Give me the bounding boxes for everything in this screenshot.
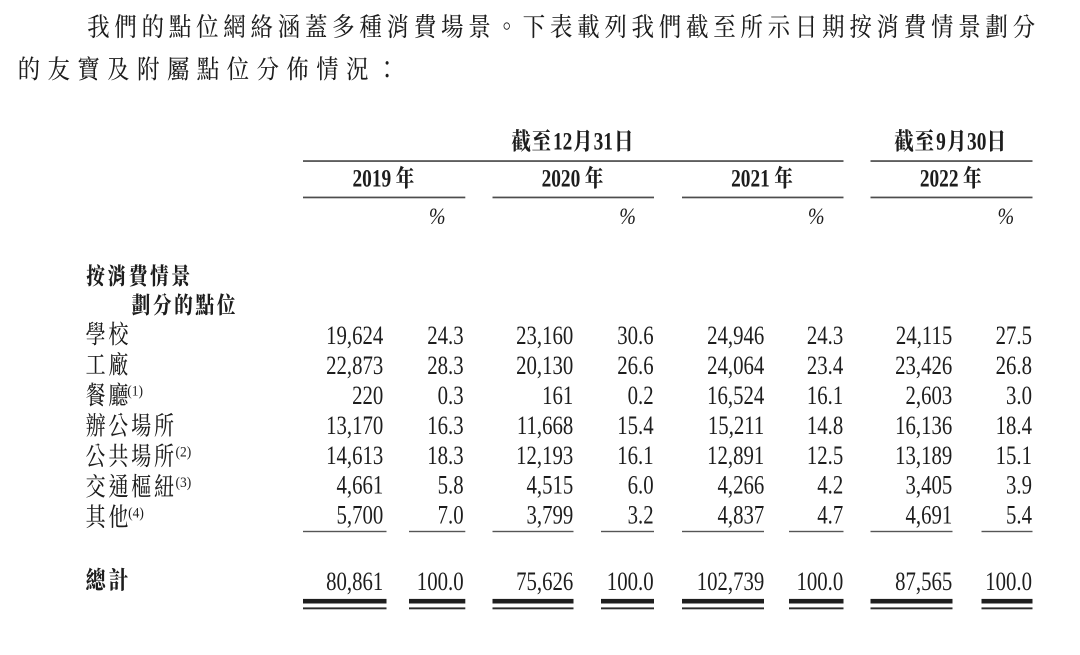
svg-text:14.8: 14.8 [807,412,843,441]
svg-text:4,515: 4,515 [526,472,573,501]
svg-text:100.0: 100.0 [796,568,843,597]
svg-text:18.4: 18.4 [996,412,1033,441]
svg-text:161: 161 [542,382,573,411]
svg-text:2019: 2019 [352,164,391,192]
svg-text:16,136: 16,136 [895,412,952,441]
svg-text:23,426: 23,426 [895,352,952,381]
svg-text:27.5: 27.5 [996,322,1032,351]
svg-text:0.2: 0.2 [628,382,654,411]
svg-text:19,624: 19,624 [326,322,383,351]
svg-text:13,189: 13,189 [895,442,952,471]
svg-text:102,739: 102,739 [697,568,765,597]
svg-text:3,405: 3,405 [906,472,953,501]
svg-text:2020: 2020 [542,164,581,192]
svg-text:4.2: 4.2 [817,472,843,501]
svg-text:12,193: 12,193 [516,442,573,471]
svg-text:23.4: 23.4 [807,352,844,381]
svg-text:80,861: 80,861 [326,568,383,597]
svg-text:100.0: 100.0 [985,568,1032,597]
svg-text:24,064: 24,064 [707,352,764,381]
svg-text:4,661: 4,661 [336,472,383,501]
svg-text:30: 30 [967,127,986,155]
svg-text:4,691: 4,691 [906,502,953,531]
svg-text:16,524: 16,524 [707,382,764,411]
svg-text:%: % [808,204,825,230]
svg-text:15,211: 15,211 [708,412,764,441]
svg-text:12: 12 [553,127,572,155]
svg-text:14,613: 14,613 [326,442,383,471]
svg-text:6.0: 6.0 [628,472,654,501]
svg-text:(4): (4) [128,505,144,522]
svg-text:16.3: 16.3 [427,412,463,441]
svg-text:87,565: 87,565 [895,568,952,597]
svg-text:16.1: 16.1 [807,382,843,411]
svg-text:15.4: 15.4 [617,412,654,441]
svg-text:100.0: 100.0 [607,568,654,597]
svg-text:%: % [997,204,1014,230]
svg-text:5,700: 5,700 [336,502,383,531]
svg-text:22,873: 22,873 [326,352,383,381]
svg-text:31: 31 [594,127,613,155]
svg-text:13,170: 13,170 [326,412,383,441]
svg-text:100.0: 100.0 [417,568,464,597]
svg-text:4.7: 4.7 [817,502,843,531]
svg-text:(3): (3) [176,474,192,491]
svg-text:2022: 2022 [920,164,959,192]
svg-text:26.8: 26.8 [996,352,1032,381]
svg-text:9: 9 [936,127,946,155]
svg-text:%: % [429,204,446,230]
svg-text:26.6: 26.6 [617,352,654,381]
svg-text:7.0: 7.0 [438,502,464,531]
svg-text:5.8: 5.8 [438,472,464,501]
svg-text:12.5: 12.5 [807,442,843,471]
svg-text:2,603: 2,603 [906,382,953,411]
svg-text:23,160: 23,160 [516,322,573,351]
svg-text:220: 220 [352,382,383,411]
svg-text:11,668: 11,668 [517,412,573,441]
svg-text:24,946: 24,946 [707,322,764,351]
svg-text:28.3: 28.3 [427,352,463,381]
svg-text:4,266: 4,266 [718,472,765,501]
svg-text:3,799: 3,799 [526,502,573,531]
svg-text:3.0: 3.0 [1006,382,1032,411]
svg-text:20,130: 20,130 [516,352,573,381]
svg-text:24.3: 24.3 [427,322,463,351]
svg-text:(2): (2) [176,444,192,461]
svg-text:3.9: 3.9 [1006,472,1032,501]
svg-text:3.2: 3.2 [628,502,654,531]
svg-text:2021: 2021 [731,164,770,192]
svg-text:24,115: 24,115 [896,322,952,351]
svg-text:0.3: 0.3 [438,382,464,411]
svg-text:24.3: 24.3 [807,322,843,351]
svg-text:30.6: 30.6 [617,322,654,351]
svg-text:75,626: 75,626 [516,568,573,597]
svg-text:5.4: 5.4 [1006,502,1032,531]
svg-text:18.3: 18.3 [427,442,463,471]
svg-text:4,837: 4,837 [718,502,765,531]
svg-text:(1): (1) [127,383,143,400]
svg-text:%: % [619,204,636,230]
svg-text:15.1: 15.1 [996,442,1032,471]
svg-text:12,891: 12,891 [707,442,764,471]
svg-text:16.1: 16.1 [617,442,653,471]
